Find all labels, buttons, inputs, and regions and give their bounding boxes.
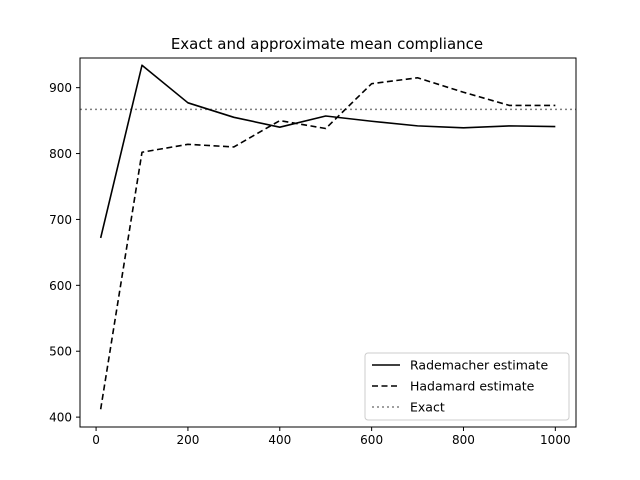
series-line-rademacher: [99, 64, 556, 239]
y-tick-label: 400: [49, 411, 72, 425]
legend-box: [364, 352, 570, 421]
plot-area: 0 200 400 600 800 1000 400 500 600 700 800 900: [49, 57, 577, 447]
series-line-hadamard: [99, 76, 556, 410]
x-tick-label: 600: [360, 433, 383, 447]
legend: Rademacher estimate Hadamard estimate Exac…: [364, 352, 570, 421]
axes-frame: [79, 57, 577, 428]
y-tick-label: 700: [49, 213, 72, 227]
legend-label-hadamard: Hadamard estimate: [410, 379, 535, 394]
x-tick-label: 800: [452, 433, 475, 447]
y-tick-label: 600: [49, 279, 72, 293]
legend-label-exact: Exact: [410, 400, 445, 415]
x-tick-label: 400: [268, 433, 291, 447]
chart-title: Exact and approximate mean compliance: [171, 35, 483, 53]
x-tick-label: 200: [176, 433, 199, 447]
y-tick-label: 800: [49, 147, 72, 161]
y-tick-label: 900: [49, 81, 72, 95]
x-tick-label: 0: [92, 433, 100, 447]
legend-label-rademacher: Rademacher estimate: [410, 358, 548, 373]
y-tick-label: 500: [49, 345, 72, 359]
x-tick-label: 1000: [540, 433, 571, 447]
